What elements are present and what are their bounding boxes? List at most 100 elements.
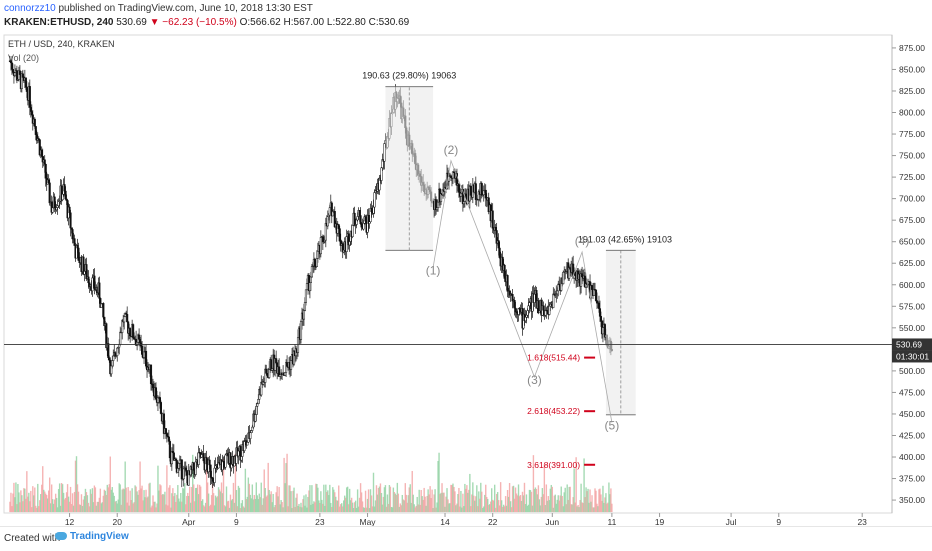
volume-bar-down: [42, 466, 44, 513]
volume-bar-down: [456, 503, 458, 513]
volume-bar-down: [532, 455, 535, 513]
volume-bar-up: [539, 505, 542, 513]
candle-down: [25, 86, 28, 92]
volume-bar-down: [193, 484, 195, 513]
volume-bar-down: [54, 493, 57, 513]
volume-bar-down: [135, 486, 137, 513]
measure-label-2: 191.03 (42.65%) 19103: [578, 234, 672, 244]
volume-bar-up: [269, 494, 271, 513]
volume-bar-up: [89, 489, 92, 513]
candle-up: [57, 201, 60, 206]
volume-bar-up: [585, 487, 587, 513]
volume-bar-down: [322, 503, 324, 513]
volume-bar-down: [208, 506, 211, 513]
volume-bar-down: [497, 500, 500, 513]
volume-bar-up: [231, 499, 234, 513]
volume-bar-up: [116, 503, 118, 513]
volume-bar-down: [574, 502, 576, 513]
candle-up: [257, 399, 260, 404]
candle-up: [111, 360, 114, 367]
volume-bar-up: [564, 487, 566, 513]
volume-bar-down: [365, 507, 368, 513]
volume-bar-up: [357, 506, 360, 513]
volume-bar-down: [382, 496, 385, 513]
volume-bar-up: [92, 502, 95, 513]
volume-bar-down: [27, 496, 29, 513]
volume-bar-down: [103, 489, 106, 513]
volume-bar-up: [49, 503, 52, 513]
volume-bar-down: [433, 494, 435, 513]
volume-bar-up: [555, 503, 557, 513]
volume-bar-up: [271, 502, 273, 513]
candle-down: [71, 229, 74, 240]
candle-up: [116, 347, 119, 356]
volume-bar-down: [125, 487, 127, 513]
volume-bar-up: [293, 487, 295, 513]
volume-bar-up: [323, 484, 325, 513]
volume-bar-down: [537, 485, 540, 513]
volume-bar-down: [22, 501, 24, 513]
time-axis: 12 20 Apr 9 23 May 14 22 Jun 11 19 Jul 9 23: [65, 513, 867, 526]
candle-up: [182, 468, 185, 480]
price-chart[interactable]: ETH / USD, 240, KRAKEN Vol (20) 190.63 (…: [0, 32, 932, 526]
candle-up: [240, 456, 243, 461]
volume-bar-up: [204, 502, 207, 513]
volume-bar-up: [285, 463, 287, 513]
volume-bar-up: [115, 500, 117, 513]
volume-bar-down: [48, 477, 51, 513]
volume-bar-up: [534, 487, 537, 513]
volume-bar-up: [346, 486, 349, 513]
volume-bar-down: [44, 491, 46, 513]
volume-bar-up: [391, 507, 394, 513]
y-tick-label: 725.00: [899, 172, 925, 182]
candle-down: [138, 334, 141, 340]
candle-up: [254, 414, 257, 422]
volume-bar-down: [202, 505, 205, 513]
candle-up: [213, 467, 216, 483]
candle-up: [176, 468, 179, 473]
volume-bar-down: [276, 486, 278, 513]
volume-bar-up: [327, 490, 329, 513]
candle-up: [524, 316, 527, 322]
candle-down: [180, 459, 183, 480]
volume-bar-up: [306, 507, 308, 513]
volume-bar-down: [353, 502, 356, 513]
author-link[interactable]: connorzz10: [4, 3, 56, 14]
candle-up: [55, 207, 58, 211]
volume-bar-down: [145, 489, 147, 513]
volume-bar-up: [178, 498, 180, 513]
volume-bar-up: [366, 498, 369, 513]
volume-bar-up: [571, 504, 573, 513]
volume-bar-down: [503, 506, 506, 513]
volume-bar-down: [350, 497, 353, 513]
candle-down: [192, 462, 195, 471]
tradingview-logo[interactable]: TradingView: [55, 531, 129, 542]
volume-bar-up: [164, 491, 166, 513]
volume-bar-up: [376, 494, 379, 513]
candle-down: [10, 62, 13, 70]
volume-bar-down: [50, 484, 53, 513]
volume-bar-down: [108, 484, 110, 513]
published-text: published on TradingView.com, June 10, 2…: [58, 3, 313, 14]
volume-bar-down: [559, 495, 561, 513]
volume-bar-down: [155, 507, 157, 513]
volume-bar-up: [52, 503, 55, 513]
y-tick-label: 475.00: [899, 387, 925, 397]
volume-bar-down: [331, 506, 333, 513]
volume-bar-up: [566, 484, 568, 513]
volume-bar-up: [215, 497, 218, 513]
x-tick-label: May: [360, 517, 377, 526]
volume-bar-down: [454, 491, 456, 513]
volume-bar-down: [71, 493, 74, 513]
candle-down: [491, 210, 494, 229]
volume-bar-up: [509, 501, 512, 513]
candle-down: [353, 212, 356, 226]
price-change: ▼ −62.23 (−10.5%): [149, 17, 237, 28]
volume-bar-up: [381, 504, 384, 513]
volume-bar-up: [396, 482, 399, 513]
candle-up: [243, 441, 246, 451]
volume-bar-down: [475, 496, 477, 513]
volume-bar-up: [298, 503, 300, 513]
volume-bar-up: [316, 484, 318, 513]
volume-bar-up: [500, 500, 503, 513]
